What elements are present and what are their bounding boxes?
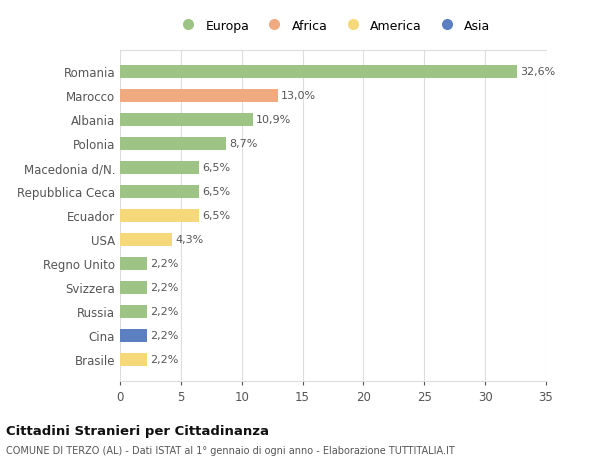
Text: COMUNE DI TERZO (AL) - Dati ISTAT al 1° gennaio di ogni anno - Elaborazione TUTT: COMUNE DI TERZO (AL) - Dati ISTAT al 1° … bbox=[6, 445, 455, 455]
Text: 6,5%: 6,5% bbox=[202, 187, 230, 197]
Text: 10,9%: 10,9% bbox=[256, 115, 291, 125]
Text: 2,2%: 2,2% bbox=[150, 283, 178, 292]
Text: 8,7%: 8,7% bbox=[229, 139, 257, 149]
Bar bbox=[120, 209, 199, 222]
Bar bbox=[120, 113, 253, 127]
Bar bbox=[120, 281, 147, 294]
Text: 6,5%: 6,5% bbox=[202, 163, 230, 173]
Bar bbox=[120, 90, 278, 103]
Text: 2,2%: 2,2% bbox=[150, 258, 178, 269]
Text: 32,6%: 32,6% bbox=[520, 67, 555, 77]
Bar bbox=[120, 161, 199, 174]
Bar bbox=[120, 353, 147, 366]
Bar bbox=[120, 66, 517, 78]
Bar bbox=[120, 137, 226, 151]
Text: Cittadini Stranieri per Cittadinanza: Cittadini Stranieri per Cittadinanza bbox=[6, 425, 269, 437]
Bar bbox=[120, 329, 147, 342]
Bar bbox=[120, 185, 199, 198]
Legend: Europa, Africa, America, Asia: Europa, Africa, America, Asia bbox=[173, 17, 493, 35]
Bar bbox=[120, 233, 172, 246]
Bar bbox=[120, 305, 147, 318]
Text: 2,2%: 2,2% bbox=[150, 307, 178, 316]
Text: 6,5%: 6,5% bbox=[202, 211, 230, 221]
Text: 13,0%: 13,0% bbox=[281, 91, 316, 101]
Text: 2,2%: 2,2% bbox=[150, 330, 178, 341]
Bar bbox=[120, 257, 147, 270]
Text: 2,2%: 2,2% bbox=[150, 354, 178, 364]
Text: 4,3%: 4,3% bbox=[175, 235, 203, 245]
